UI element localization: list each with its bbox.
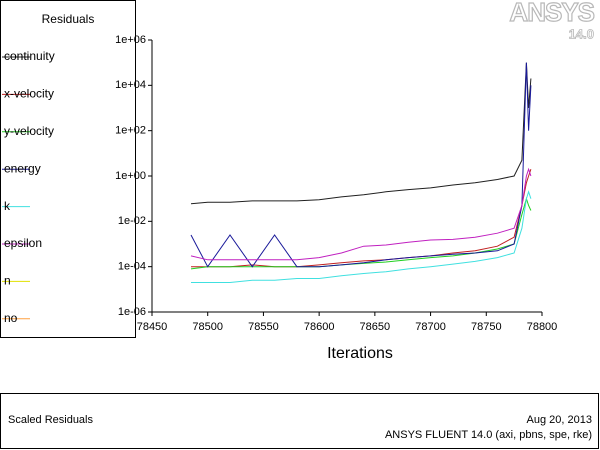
legend-label: y-velocity (4, 124, 54, 138)
legend-box (0, 0, 136, 338)
series-line (191, 190, 532, 283)
y-tick-label: 1e-02 (118, 215, 146, 227)
legend-label: continuity (4, 49, 55, 63)
footer-box (0, 393, 599, 449)
series-line (190, 196, 532, 270)
x-tick-label: 78450 (137, 321, 168, 333)
legend-label: epsilon (4, 236, 42, 250)
y-tick-label: 1e+04 (115, 79, 146, 91)
x-tick-label: 78700 (415, 321, 446, 333)
legend-label: n (4, 274, 11, 288)
x-tick-label: 78500 (192, 321, 223, 333)
series-line (190, 62, 532, 268)
footer-caption: Scaled Residuals (8, 414, 93, 426)
x-tick-label: 78750 (471, 321, 502, 333)
y-tick-label: 1e+06 (115, 34, 146, 46)
y-tick-label: 1e+02 (115, 125, 146, 137)
legend-label: no (4, 311, 18, 325)
legend-title: Residuals (42, 12, 95, 26)
legend-label: x-velocity (4, 87, 54, 101)
y-tick-label: 1e-04 (118, 261, 146, 273)
logo-version: 14.0 (569, 26, 594, 41)
x-axis-label: Iterations (327, 345, 393, 362)
y-tick-label: 1e+00 (115, 170, 146, 182)
series-line (190, 62, 532, 205)
x-tick-label: 78550 (248, 321, 279, 333)
legend-label: k (4, 199, 11, 213)
series-line (190, 167, 532, 261)
x-tick-label: 78800 (527, 321, 558, 333)
x-tick-label: 78600 (304, 321, 335, 333)
y-tick-label: 1e-06 (118, 306, 146, 318)
footer-info: ANSYS FLUENT 14.0 (axi, pbns, spe, rke) (385, 429, 592, 441)
x-tick-label: 78650 (360, 321, 391, 333)
legend-label: energy (4, 161, 41, 175)
footer-date: Aug 20, 2013 (527, 414, 592, 426)
logo-brand: ANSYS (509, 0, 594, 27)
